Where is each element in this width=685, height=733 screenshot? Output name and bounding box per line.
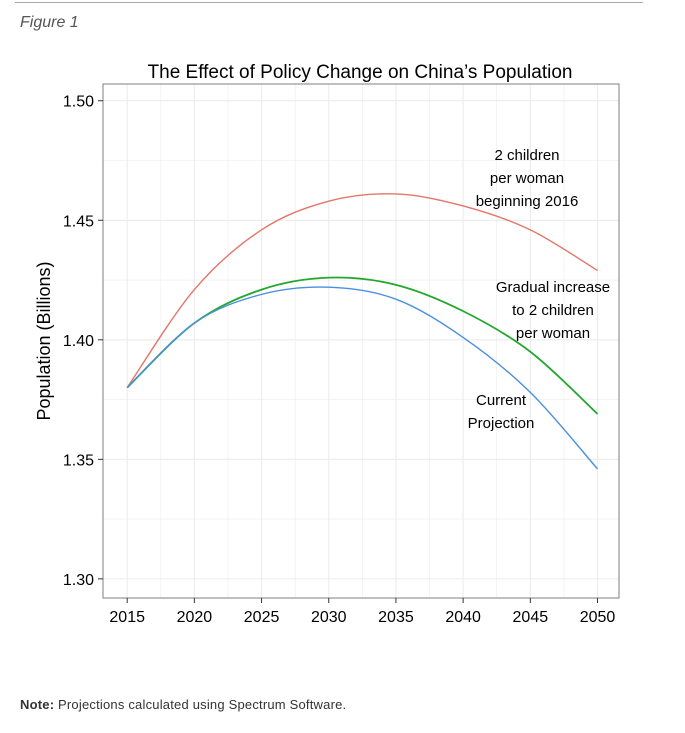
- series-line-two-children: [126, 193, 598, 389]
- y-tick-label: 1.40: [63, 333, 94, 350]
- line-annotations: 2 children per woman beginning 2016 Gradual…: [468, 147, 610, 432]
- annotation-gradual: to 2 children: [512, 302, 594, 319]
- x-tick-label: 2050: [580, 609, 616, 626]
- x-tick-label: 2040: [445, 609, 481, 626]
- note-text: Projections calculated using Spectrum So…: [58, 697, 347, 712]
- annotation-two-children: beginning 2016: [476, 193, 579, 210]
- figure-label: Figure 1: [20, 14, 79, 31]
- chart-title: The Effect of Policy Change on China’s P…: [148, 62, 573, 83]
- x-tick-label: 2045: [513, 609, 549, 626]
- plot-panel: [103, 84, 619, 598]
- grid-lines: [103, 84, 619, 598]
- plot-border: [102, 83, 620, 599]
- y-tick-label: 1.45: [63, 213, 94, 230]
- annotation-current: Projection: [468, 415, 535, 432]
- y-axis: 1.30 1.35 1.40 1.45 1.50: [63, 94, 103, 589]
- annotation-gradual: per woman: [516, 325, 590, 342]
- x-tick-label: 2020: [177, 609, 213, 626]
- y-tick-label: 1.35: [63, 452, 94, 469]
- x-tick-label: 2025: [244, 609, 280, 626]
- x-tick-label: 2015: [109, 609, 145, 626]
- x-tick-label: 2035: [378, 609, 414, 626]
- annotation-two-children: 2 children: [494, 147, 559, 164]
- y-tick-label: 1.50: [63, 94, 94, 111]
- x-tick-label: 2030: [311, 609, 347, 626]
- annotation-two-children: per woman: [490, 170, 564, 187]
- annotation-current: Current: [476, 392, 527, 409]
- y-axis-label: Population (Billions): [34, 261, 54, 420]
- x-axis: 2015 2020 2025 2030 2035 2040 2045 2050: [109, 598, 615, 626]
- footnote: Note: Projections calculated using Spect…: [20, 697, 346, 712]
- series-line-current: [126, 286, 599, 470]
- y-tick-label: 1.30: [63, 572, 94, 589]
- note-label: Note:: [20, 697, 55, 712]
- top-rule: [15, 2, 643, 3]
- series-layer: [126, 193, 599, 470]
- annotation-gradual: Gradual increase: [496, 279, 610, 296]
